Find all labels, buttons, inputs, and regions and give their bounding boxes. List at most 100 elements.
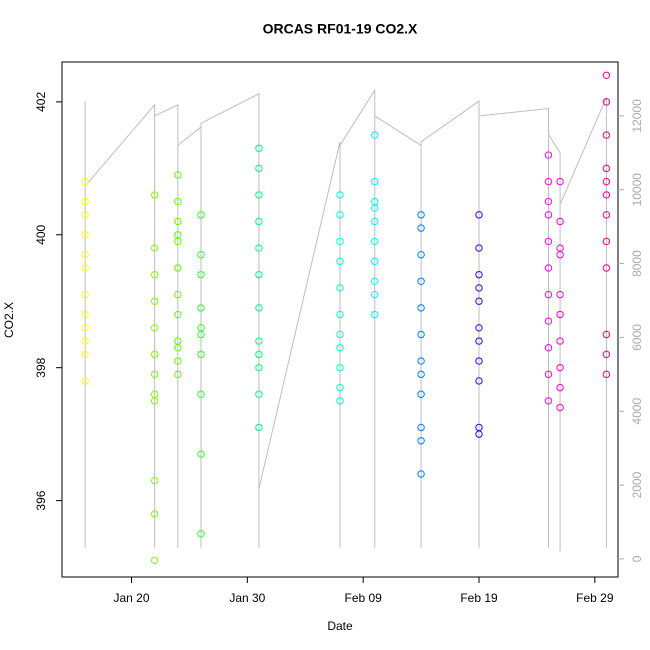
point	[81, 177, 89, 186]
y-tick-label: 402	[34, 92, 48, 112]
point	[544, 237, 553, 246]
x-tick-label: Feb 29	[576, 591, 614, 605]
point	[371, 290, 379, 299]
point	[417, 370, 425, 379]
chart-title: ORCAS RF01-19 CO2.X	[263, 21, 418, 37]
point	[417, 251, 425, 259]
point	[81, 350, 89, 359]
point	[371, 237, 379, 246]
point	[174, 264, 182, 272]
point	[544, 197, 553, 206]
point	[556, 403, 564, 412]
point	[475, 430, 483, 438]
point	[255, 191, 263, 199]
point	[197, 530, 205, 538]
plot-frame	[61, 61, 619, 578]
y2-tick-label: 12000	[630, 99, 644, 133]
point	[475, 324, 483, 332]
point	[336, 284, 344, 292]
point	[556, 290, 564, 299]
y-tick-label: 400	[34, 224, 48, 244]
point	[150, 476, 159, 485]
point	[174, 197, 182, 206]
point	[81, 197, 89, 206]
point	[174, 290, 182, 299]
point	[371, 277, 379, 285]
point	[544, 370, 553, 379]
point	[556, 217, 564, 226]
point	[150, 510, 159, 518]
y-tick-label: 396	[34, 490, 48, 510]
y2-tick-label: 8000	[630, 250, 644, 277]
point	[602, 237, 611, 246]
point	[174, 370, 182, 379]
point	[336, 363, 344, 372]
point	[336, 237, 344, 246]
point	[81, 310, 89, 319]
point	[417, 330, 425, 339]
point	[417, 437, 425, 445]
point	[475, 284, 483, 292]
point	[197, 390, 205, 398]
y-axis-label: CO2.X	[2, 302, 16, 338]
point	[556, 244, 564, 252]
point	[174, 231, 182, 239]
point	[197, 251, 205, 259]
point	[255, 270, 263, 279]
x-tick-label: Feb 19	[460, 591, 498, 605]
point	[81, 231, 89, 239]
point	[255, 164, 263, 173]
y2-tick-label: 10000	[630, 173, 644, 207]
point	[602, 211, 611, 219]
point	[150, 191, 159, 199]
point	[197, 211, 205, 219]
x-tick-label: Jan 30	[229, 591, 265, 605]
point	[336, 383, 344, 392]
point	[150, 270, 159, 279]
x-axis-label: Date	[327, 619, 353, 633]
point	[602, 164, 611, 173]
point	[336, 257, 344, 266]
point	[371, 217, 379, 226]
y2-tick-label: 4000	[630, 398, 644, 425]
point	[417, 357, 425, 365]
point	[475, 244, 483, 252]
point	[174, 217, 182, 226]
point	[255, 390, 263, 398]
point	[255, 144, 263, 153]
point	[602, 264, 611, 272]
point	[150, 390, 159, 398]
point	[81, 377, 89, 385]
point	[81, 251, 89, 259]
point	[150, 370, 159, 379]
point	[602, 370, 611, 379]
point	[417, 423, 425, 432]
point	[475, 297, 483, 305]
point	[255, 423, 263, 432]
point	[150, 297, 159, 305]
point	[336, 344, 344, 352]
point	[371, 177, 379, 186]
point	[602, 177, 611, 186]
point	[417, 390, 425, 398]
point	[602, 350, 611, 359]
point	[602, 98, 611, 106]
point	[174, 171, 182, 179]
point	[544, 211, 553, 219]
point	[255, 217, 263, 226]
point	[174, 344, 182, 352]
point	[336, 211, 344, 219]
point	[81, 264, 89, 272]
point	[544, 317, 553, 325]
point	[544, 344, 553, 352]
point	[197, 304, 205, 312]
x-tick-label: Jan 20	[113, 591, 149, 605]
point	[174, 310, 182, 319]
point	[197, 450, 205, 458]
point	[417, 470, 425, 478]
y2-tick-label: 6000	[630, 324, 644, 351]
point	[544, 177, 553, 186]
point	[475, 357, 483, 365]
altitude-line	[84, 88, 607, 552]
point	[556, 363, 564, 372]
